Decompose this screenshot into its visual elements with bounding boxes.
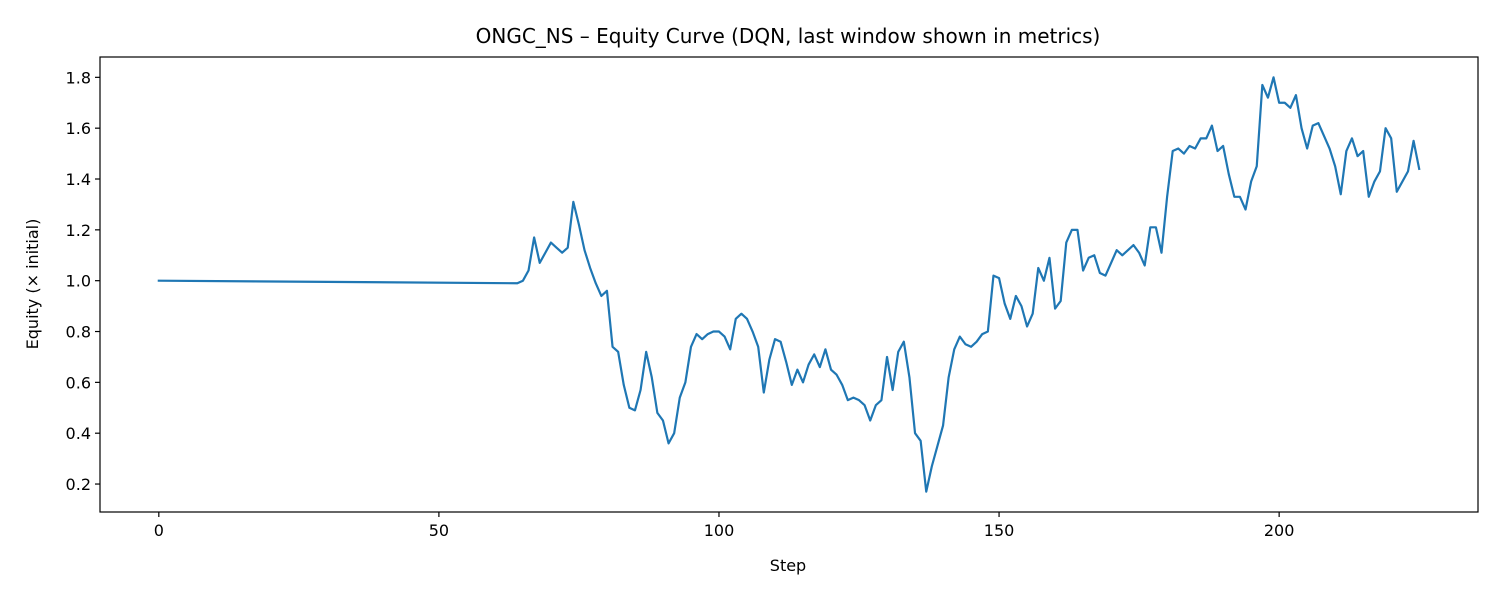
y-tick-label: 0.6 [66, 373, 91, 392]
y-tick-label: 1.2 [66, 221, 91, 240]
equity-line-series-0 [157, 76, 1421, 493]
y-axis-label: Equity (× initial) [23, 219, 42, 350]
y-tick-label: 0.2 [66, 475, 91, 494]
y-tick-label: 0.8 [66, 323, 91, 342]
x-tick-label: 100 [704, 521, 735, 540]
y-tick-label: 1.0 [66, 272, 91, 291]
y-tick-label: 1.6 [66, 119, 91, 138]
y-tick-label: 1.4 [66, 170, 91, 189]
chart-title: ONGC_NS – Equity Curve (DQN, last window… [476, 24, 1101, 48]
x-tick-label: 150 [984, 521, 1015, 540]
x-tick-label: 50 [429, 521, 449, 540]
x-tick-label: 0 [154, 521, 164, 540]
x-axis: 0 50 100 150 200 [154, 512, 1295, 540]
y-tick-label: 1.8 [66, 68, 91, 87]
y-axis: 0.2 0.4 0.6 0.8 1.0 1.2 1.4 1.6 1.8 [66, 68, 100, 494]
x-axis-label: Step [770, 556, 806, 575]
y-tick-label: 0.4 [66, 424, 91, 443]
plot-area [157, 76, 1421, 493]
plot-frame [99, 56, 1479, 513]
x-tick-label: 200 [1264, 521, 1295, 540]
